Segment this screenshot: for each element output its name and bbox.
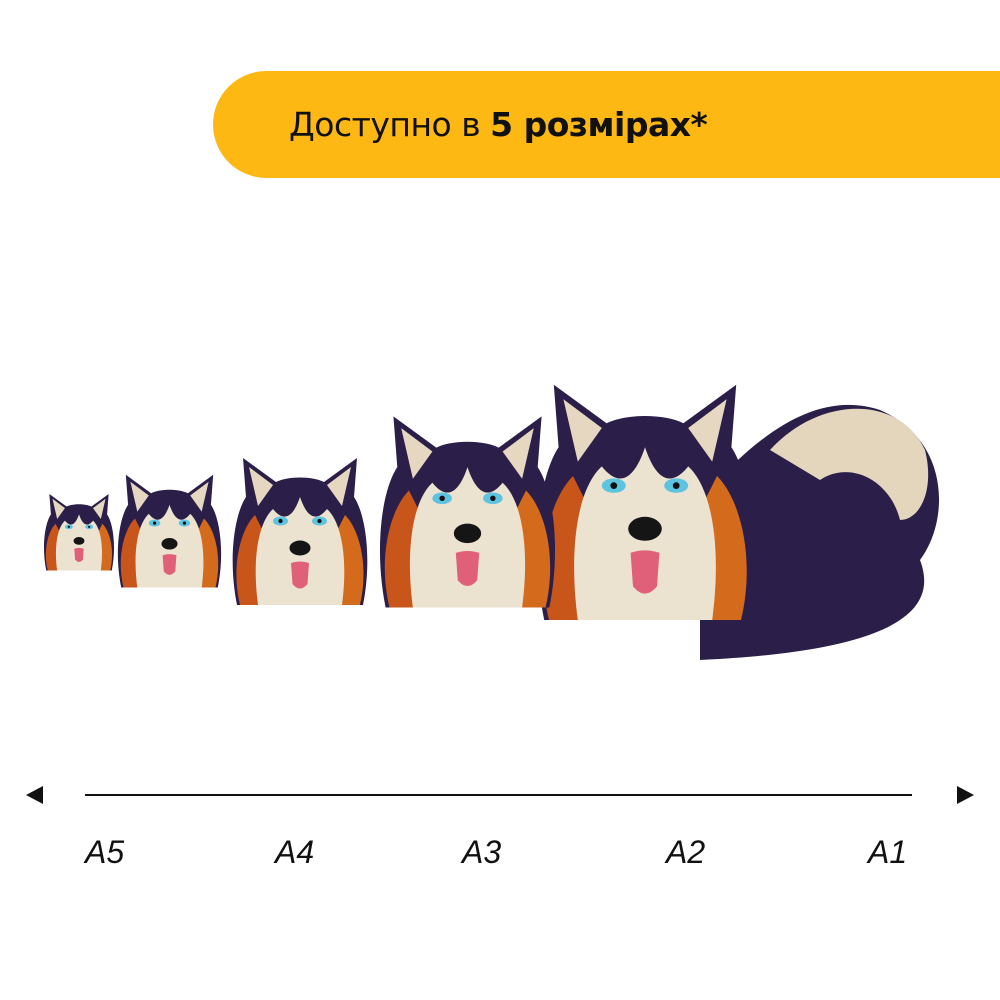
size-label-a4: A4 — [275, 834, 315, 870]
size-label-a5: A5 — [85, 834, 125, 870]
size-scale-line — [85, 794, 912, 796]
size-label-a2: A2 — [666, 834, 706, 870]
banner-text-regular: Доступно в — [289, 105, 491, 144]
husky-a4 — [117, 474, 222, 588]
size-label-a3: A3 — [462, 834, 502, 870]
husky-a3 — [232, 458, 368, 605]
banner-text-bold: 5 розмірах* — [490, 105, 708, 144]
arrow-left-icon — [26, 786, 43, 804]
husky-a2 — [379, 416, 556, 608]
size-label-a1: A1 — [868, 834, 908, 870]
husky-a1 — [537, 384, 940, 660]
banner-text: Доступно в 5 розмірах* — [289, 71, 708, 178]
sizes-banner: Доступно в 5 розмірах* — [213, 71, 1000, 178]
arrow-right-icon — [957, 786, 974, 804]
husky-a5 — [43, 494, 115, 571]
